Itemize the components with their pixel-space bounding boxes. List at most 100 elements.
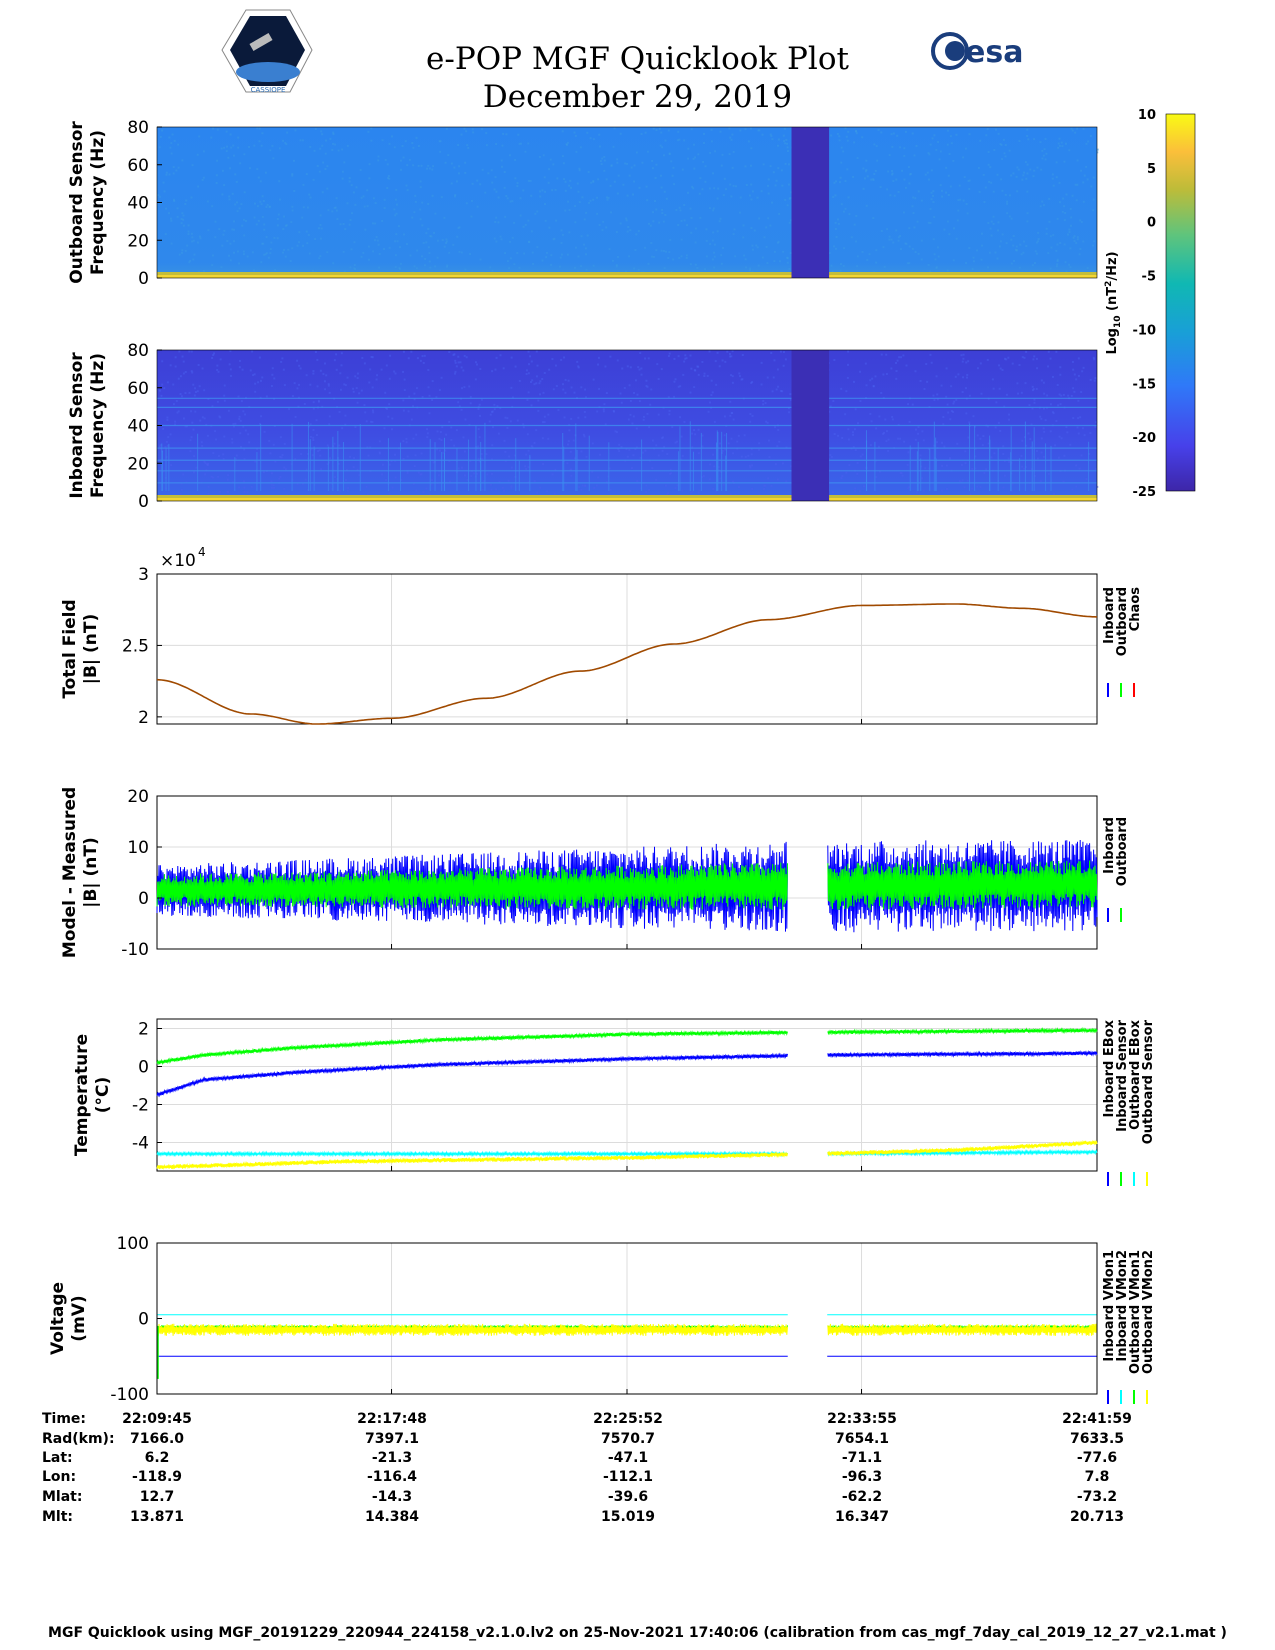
noise-speck bbox=[237, 395, 240, 398]
noise-speck bbox=[388, 177, 391, 180]
noise-speck bbox=[312, 178, 315, 181]
noise-speck bbox=[283, 248, 286, 251]
noise-speck bbox=[843, 247, 846, 250]
noise-speck bbox=[386, 163, 389, 166]
noise-speck bbox=[933, 399, 936, 402]
noise-speck bbox=[637, 268, 640, 271]
noise-speck bbox=[211, 405, 214, 408]
noise-speck bbox=[732, 452, 735, 455]
table-cell: 7166.0 bbox=[129, 1431, 185, 1447]
noise-speck bbox=[454, 194, 457, 197]
noise-speck bbox=[162, 427, 165, 430]
noise-speck bbox=[527, 350, 530, 353]
noise-speck bbox=[711, 391, 714, 394]
noise-speck bbox=[215, 174, 218, 177]
noise-speck bbox=[626, 230, 629, 233]
noise-speck bbox=[517, 133, 520, 136]
noise-speck bbox=[326, 251, 329, 254]
noise-speck bbox=[987, 442, 990, 445]
noise-speck bbox=[207, 229, 210, 232]
noise-speck bbox=[726, 350, 729, 353]
noise-speck bbox=[941, 441, 944, 444]
noise-speck bbox=[261, 132, 264, 135]
noise-speck bbox=[614, 430, 617, 433]
noise-speck bbox=[773, 260, 776, 263]
noise-speck bbox=[672, 166, 675, 169]
noise-speck bbox=[950, 142, 953, 145]
noise-speck bbox=[457, 467, 460, 470]
noise-speck bbox=[240, 203, 243, 206]
noise-speck bbox=[197, 185, 200, 188]
noise-speck bbox=[1081, 427, 1084, 430]
noise-speck bbox=[180, 251, 183, 254]
y-axis-label: Inboard SensorFrequency (Hz) bbox=[67, 352, 108, 499]
noise-speck bbox=[652, 211, 655, 214]
noise-speck bbox=[445, 238, 448, 241]
noise-speck bbox=[1082, 200, 1085, 203]
noise-speck bbox=[692, 187, 695, 190]
noise-speck bbox=[633, 267, 636, 270]
noise-speck bbox=[976, 485, 979, 488]
noise-speck bbox=[344, 423, 347, 426]
noise-speck bbox=[1063, 160, 1066, 163]
noise-speck bbox=[1035, 252, 1038, 255]
noise-speck bbox=[420, 255, 423, 258]
noise-speck bbox=[181, 159, 184, 162]
noise-speck bbox=[584, 247, 587, 250]
noise-speck bbox=[988, 251, 991, 254]
noise-speck bbox=[233, 228, 236, 231]
noise-speck bbox=[702, 132, 705, 135]
noise-speck bbox=[426, 432, 429, 435]
noise-speck bbox=[585, 455, 588, 458]
noise-speck bbox=[983, 200, 986, 203]
noise-speck bbox=[899, 146, 902, 149]
noise-speck bbox=[314, 351, 317, 354]
noise-speck bbox=[697, 491, 700, 494]
noise-speck bbox=[911, 247, 914, 250]
noise-speck bbox=[567, 200, 570, 203]
noise-speck bbox=[573, 266, 576, 269]
noise-speck bbox=[852, 446, 855, 449]
noise-speck bbox=[395, 188, 398, 191]
noise-speck bbox=[682, 373, 685, 376]
noise-speck bbox=[848, 464, 851, 467]
noise-speck bbox=[941, 195, 944, 198]
noise-speck bbox=[1001, 189, 1004, 192]
legend-label: Outboard bbox=[1115, 587, 1130, 656]
noise-speck bbox=[349, 455, 352, 458]
noise-speck bbox=[998, 245, 1001, 248]
noise-speck bbox=[767, 192, 770, 195]
legend-label: Inboard bbox=[1102, 817, 1117, 874]
noise-speck bbox=[903, 440, 906, 443]
noise-speck bbox=[325, 139, 328, 142]
noise-speck bbox=[731, 350, 734, 353]
noise-speck bbox=[322, 373, 325, 376]
noise-speck bbox=[381, 473, 384, 476]
noise-speck bbox=[596, 410, 599, 413]
y-axis-label: Model - Measured|B| (nT) bbox=[60, 787, 101, 958]
noise-speck bbox=[215, 438, 218, 441]
noise-speck bbox=[206, 434, 209, 437]
colorbar-tick-label: 10 bbox=[1138, 108, 1156, 123]
noise-speck bbox=[710, 394, 713, 397]
noise-speck bbox=[553, 492, 556, 495]
noise-speck bbox=[712, 172, 715, 175]
noise-speck bbox=[583, 435, 586, 438]
colorbar-label: Log10 (nT2/Hz) bbox=[1104, 251, 1123, 354]
noise-speck bbox=[283, 466, 286, 469]
noise-speck bbox=[518, 379, 521, 382]
noise-speck bbox=[718, 220, 721, 223]
noise-speck bbox=[265, 206, 268, 209]
noise-speck bbox=[223, 229, 226, 232]
noise-speck bbox=[524, 223, 527, 226]
noise-speck bbox=[463, 127, 466, 130]
noise-speck bbox=[900, 248, 903, 251]
noise-speck bbox=[1049, 430, 1052, 433]
noise-speck bbox=[196, 241, 199, 244]
noise-speck bbox=[482, 479, 485, 482]
noise-speck bbox=[749, 413, 752, 416]
noise-speck bbox=[334, 143, 337, 146]
noise-speck bbox=[564, 189, 567, 192]
noise-speck bbox=[629, 413, 632, 416]
noise-speck bbox=[491, 410, 494, 413]
